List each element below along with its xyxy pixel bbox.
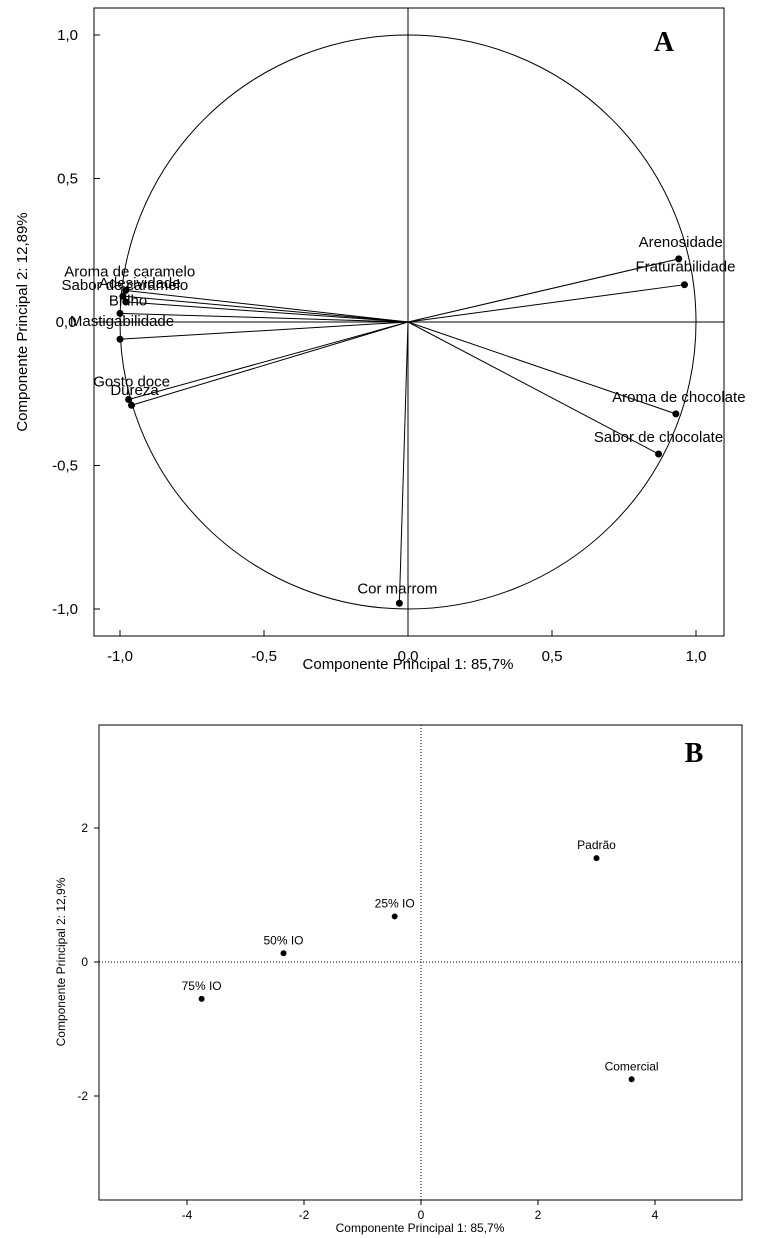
loading-point — [655, 450, 663, 458]
loading-vector — [407, 284, 685, 323]
y-tick-label-zero: 0,0 — [56, 314, 77, 331]
x-tick-label: 2 — [535, 1208, 542, 1222]
panel-letter: B — [685, 738, 704, 769]
loading-vector — [125, 289, 409, 323]
x-tick-label: -2 — [299, 1208, 310, 1222]
loading-label: Dureza — [110, 382, 159, 399]
loading-label: Cor marrom — [357, 580, 437, 597]
axis-ticks: -1,0 -0,5 0,0 0,5 1,0 -1,0 -0,5 0,5 1,0 0,0 — [52, 27, 706, 665]
score-label: 75% IO — [182, 979, 222, 993]
loading-label: Aroma de chocolate — [612, 389, 745, 406]
loading-vector — [119, 321, 409, 340]
loading-label: Sabor de chocolate — [594, 429, 723, 446]
loading-point — [395, 599, 403, 607]
loading-point — [116, 335, 124, 343]
score-point — [628, 1076, 635, 1083]
x-tick-label: 0,0 — [398, 648, 419, 665]
score-point — [593, 855, 600, 862]
score-point — [391, 913, 398, 920]
score-label: Comercial — [605, 1059, 659, 1073]
loading-point — [119, 292, 127, 300]
pca-scores-chart: -4 -2 0 2 4 -2 0 2 Padrão 25% IO 50% IO 75% IO Come… — [54, 724, 743, 1235]
x-tick-label: -1,0 — [107, 648, 133, 665]
loading-vector — [125, 301, 409, 323]
y-tick-label: -1,0 — [52, 601, 78, 618]
y-tick-label: 2 — [81, 821, 88, 835]
loading-point — [122, 286, 130, 294]
y-tick-label: 1,0 — [57, 27, 78, 44]
loading-vector — [122, 295, 409, 323]
loading-label: Fraturabilidade — [635, 259, 735, 276]
y-tick-label: -0,5 — [52, 458, 78, 475]
score-label: 25% IO — [375, 896, 415, 910]
y-tick-label: 0 — [81, 955, 88, 969]
loading-label: Gosto doce — [93, 373, 170, 390]
axis-ticks: -4 -2 0 2 4 -2 0 2 — [77, 821, 658, 1222]
x-tick-label: 0 — [418, 1208, 425, 1222]
loading-label: Aroma de caramelo — [64, 263, 195, 280]
y-tick-label: -2 — [77, 1089, 88, 1103]
loading-label: Brilho — [109, 292, 147, 309]
loading-vector — [407, 321, 659, 455]
loading-point — [680, 281, 688, 289]
score-label: 50% IO — [264, 933, 304, 947]
loading-label: Adesividade — [99, 275, 181, 292]
y-axis-title: Componente Principal 2: 12,89% — [14, 212, 31, 431]
score-label: Padrão — [577, 838, 616, 852]
loading-label: Mastigabilidade — [70, 313, 174, 330]
loading-vector — [119, 312, 409, 323]
loading-label: Arenosidade — [639, 234, 723, 251]
loading-vector — [407, 258, 679, 323]
loading-vector — [407, 321, 677, 415]
loading-point — [128, 401, 136, 409]
x-tick-label: 1,0 — [686, 648, 707, 665]
x-tick-label: -4 — [182, 1208, 193, 1222]
score-point — [280, 950, 287, 957]
score-point — [198, 995, 205, 1002]
loading-point — [122, 298, 130, 306]
score-points: Padrão 25% IO 50% IO 75% IO Comercial — [182, 838, 659, 1083]
pca-loadings-chart: -1,0 -0,5 0,0 0,5 1,0 -1,0 -0,5 0,5 1,0 0,0 Aroma… — [14, 7, 746, 673]
y-tick-label: 0,5 — [57, 171, 78, 188]
x-axis-title: Componente Principal 1: 85,7% — [336, 1221, 505, 1235]
loading-vector — [128, 321, 409, 400]
loading-vector — [131, 321, 409, 406]
loading-vector — [398, 321, 409, 604]
loading-point — [125, 395, 133, 403]
loading-label: Sabor de caramelo — [62, 277, 189, 294]
loading-vectors — [116, 255, 688, 607]
y-axis-title: Componente Principal 2: 12,9% — [54, 877, 68, 1046]
loading-point — [672, 410, 680, 418]
x-tick-label: 0,5 — [542, 648, 563, 665]
zero-lines — [99, 725, 742, 1200]
x-axis-title: Componente Principal 1: 85,7% — [303, 656, 514, 673]
x-tick-label: 4 — [652, 1208, 659, 1222]
loading-point — [116, 309, 124, 317]
loading-point — [675, 255, 683, 263]
panel-letter: A — [654, 27, 675, 58]
x-tick-label: -0,5 — [251, 648, 277, 665]
